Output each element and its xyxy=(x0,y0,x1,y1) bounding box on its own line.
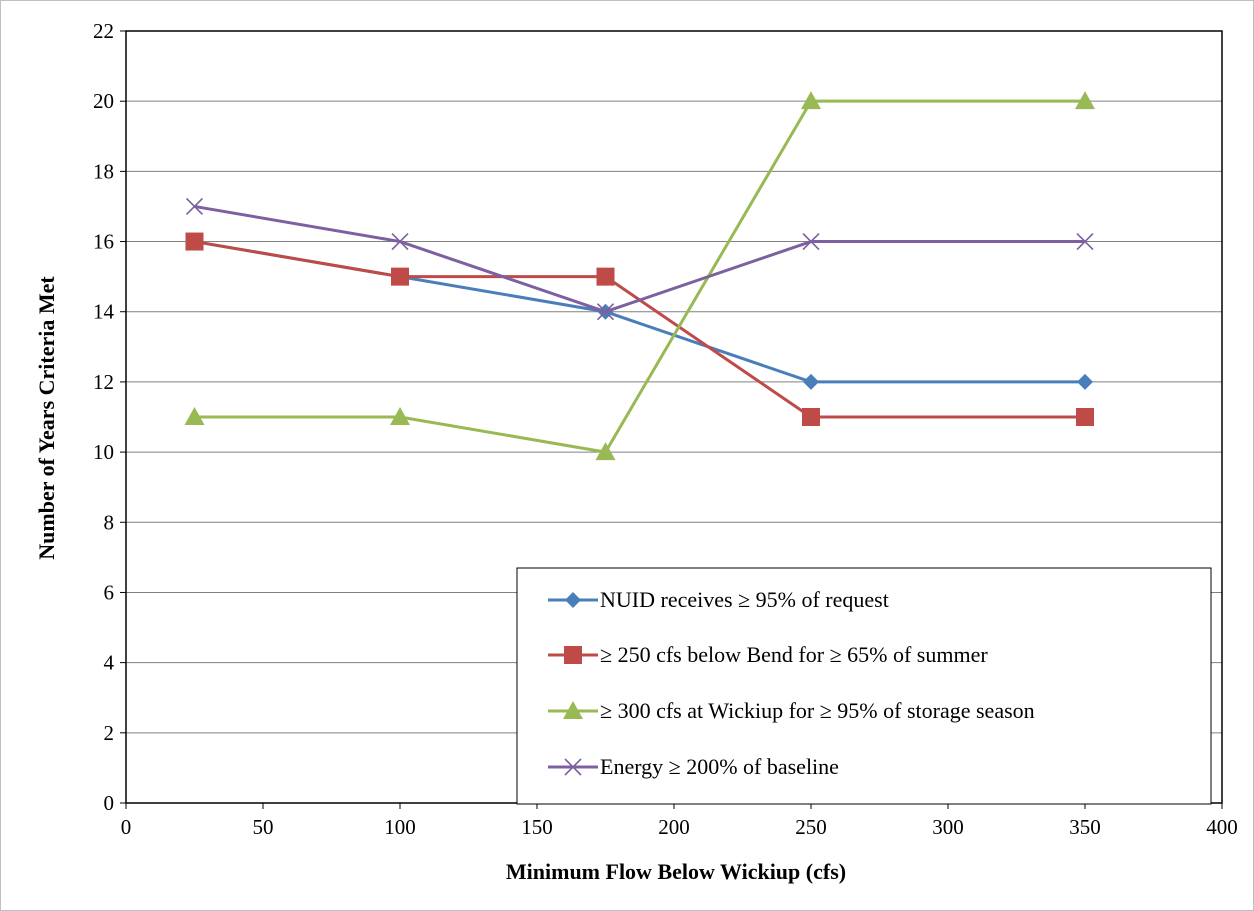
x-axis-title: Minimum Flow Below Wickiup (cfs) xyxy=(506,859,846,884)
y-tick-label: 8 xyxy=(104,510,115,534)
y-tick-label: 4 xyxy=(104,651,115,675)
series-wickiup xyxy=(184,91,1095,461)
legend-marker xyxy=(564,646,582,664)
data-point xyxy=(391,267,409,286)
y-tick-label: 20 xyxy=(93,89,114,113)
legend-marker xyxy=(563,701,583,719)
x-tick-label: 150 xyxy=(521,815,553,839)
series-line xyxy=(194,99,1085,454)
axes: 0 2 4 6 8 10 12 14 16 18 20 22 0 50 100 150 200 250 300 350… xyxy=(93,19,1238,839)
legend-marker xyxy=(564,758,582,776)
y-axis-title: Number of Years Criteria Met xyxy=(34,276,59,560)
data-point xyxy=(1077,373,1093,390)
data-point xyxy=(185,232,204,251)
y-tick-label: 12 xyxy=(93,370,114,394)
data-point xyxy=(1075,91,1095,110)
legend-label: NUID receives ≥ 95% of request xyxy=(600,587,889,612)
legend-label: Energy ≥ 200% of baseline xyxy=(600,754,839,779)
series-energy xyxy=(185,197,1094,321)
data-point xyxy=(1076,232,1094,251)
series-bend xyxy=(185,232,1094,426)
legend-label: ≥ 250 cfs below Bend for ≥ 65% of summer xyxy=(600,642,988,667)
x-tick-label: 50 xyxy=(253,815,274,839)
data-point xyxy=(803,373,819,390)
x-tick-label: 350 xyxy=(1069,815,1101,839)
data-point xyxy=(595,442,616,461)
x-tick-label: 100 xyxy=(384,815,416,839)
legend-label: ≥ 300 cfs at Wickiup for ≥ 95% of storag… xyxy=(600,698,1035,723)
y-tick-label: 0 xyxy=(104,791,115,815)
x-tick-label: 250 xyxy=(795,815,827,839)
data-point xyxy=(801,91,821,110)
legend-entry: ≥ 250 cfs below Bend for ≥ 65% of summer xyxy=(548,642,988,667)
x-tick-label: 300 xyxy=(932,815,964,839)
y-tick-label: 2 xyxy=(104,721,115,745)
y-tick-label: 10 xyxy=(93,440,114,464)
data-point xyxy=(184,407,205,425)
data-point xyxy=(596,303,615,321)
y-tick-label: 14 xyxy=(93,300,115,324)
legend-entry: Energy ≥ 200% of baseline xyxy=(548,754,839,779)
legend-entry: NUID receives ≥ 95% of request xyxy=(548,587,889,612)
legend-marker xyxy=(565,592,581,608)
y-tick-label: 16 xyxy=(93,230,114,254)
y-tick-label: 18 xyxy=(93,159,114,183)
legend-entry: ≥ 300 cfs at Wickiup for ≥ 95% of storag… xyxy=(548,698,1035,723)
series-line xyxy=(194,204,1085,314)
legend-box xyxy=(516,567,1212,805)
data-point xyxy=(185,197,204,216)
y-tick-label: 22 xyxy=(93,19,114,43)
data-point xyxy=(596,267,615,286)
x-tick-label: 200 xyxy=(658,815,690,839)
y-tick-label: 6 xyxy=(104,580,115,604)
legend: NUID receives ≥ 95% of request ≥ 250 cfs … xyxy=(516,567,1212,805)
series-layer xyxy=(184,91,1095,461)
data-point xyxy=(802,408,820,426)
data-point xyxy=(391,232,409,251)
x-tick-label: 400 xyxy=(1206,815,1238,839)
data-point xyxy=(1076,408,1094,426)
data-point xyxy=(390,407,410,425)
data-point xyxy=(802,232,820,251)
x-tick-label: 0 xyxy=(121,815,132,839)
